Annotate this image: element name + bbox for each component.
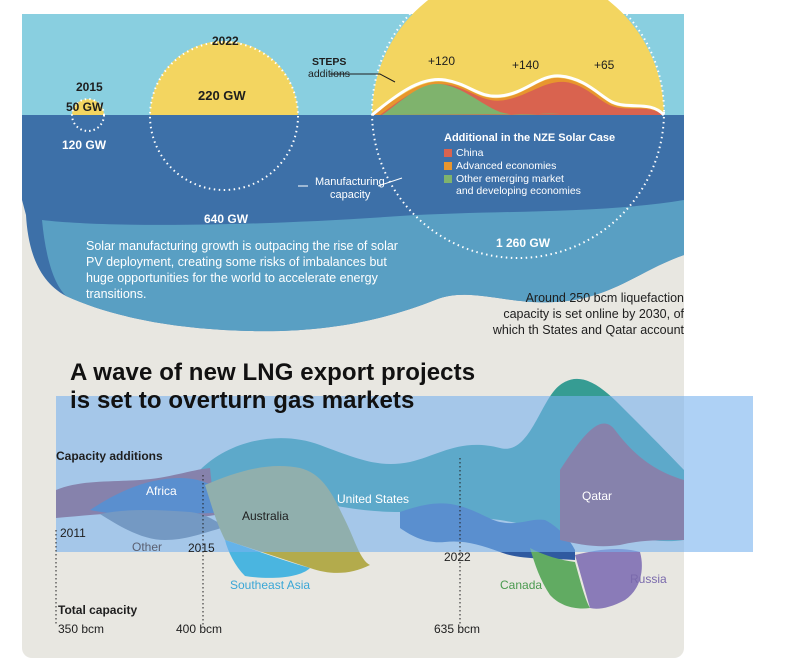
region-us-label: United States	[337, 492, 410, 506]
total-2022-value: 635 bcm	[434, 622, 481, 636]
year-2015-marker-label: 2015	[188, 541, 215, 555]
manufacturing-2030-value: 1 260 GW	[496, 236, 551, 250]
region-other-label: Other	[132, 540, 163, 554]
year-2011-label: 2011	[60, 526, 86, 540]
year-2022-marker-label: 2022	[444, 550, 471, 564]
legend-label-emerging-2: and developing economies	[456, 185, 581, 197]
steps-label-line2: additions	[308, 68, 351, 80]
manufacturing-circle-2022	[149, 41, 299, 191]
sun-2015	[72, 99, 104, 115]
deployment-2015-value: 50 GW	[66, 100, 104, 114]
region-qatar-label: Qatar	[582, 489, 613, 503]
total-2015-value: 400 bcm	[176, 622, 223, 636]
deployment-2022-value: 220 GW	[198, 88, 246, 103]
emerging-markets-wave	[382, 83, 560, 115]
solar-paragraph: Solar manufacturing growth is outpacing …	[86, 239, 398, 301]
steps-wave-outline	[371, 74, 666, 117]
canada-stream	[530, 548, 590, 609]
manufacturing-circle-2015	[71, 98, 105, 132]
steps-label-line1: STEPS	[312, 56, 347, 68]
legend-title: Additional in the NZE Solar Case	[444, 132, 616, 144]
manufacturing-label-line2: capacity	[330, 189, 371, 201]
legend-label-china: China	[456, 147, 484, 159]
steps-callout-line	[330, 73, 396, 83]
region-australia-label: Australia	[242, 509, 289, 523]
headline-line1: A wave of new LNG export projects	[70, 359, 476, 386]
sun-2022	[150, 41, 298, 115]
legend-swatch-advanced	[444, 162, 452, 170]
region-canada-label: Canada	[500, 578, 543, 592]
year-2022-label: 2022	[212, 34, 239, 48]
addition-value-b: +140	[512, 58, 540, 72]
legend-label-emerging: Other emerging market	[456, 173, 564, 185]
manufacturing-callout-right	[377, 177, 403, 187]
ocean-shallow	[42, 200, 684, 332]
manufacturing-label-line1: Manufacturing	[315, 176, 385, 188]
legend-label-advanced: Advanced economies	[456, 160, 557, 172]
total-2011-value: 350 bcm	[58, 622, 105, 636]
legend-swatch-emerging	[444, 175, 452, 183]
region-africa-label: Africa	[146, 484, 177, 498]
addition-value-a: +120	[428, 54, 456, 68]
manufacturing-2022-value: 640 GW	[204, 212, 249, 226]
region-sea-label: Southeast Asia	[230, 578, 311, 592]
lng-side-text: Around 250 bcm liquefaction capacity is …	[492, 291, 684, 337]
legend-swatch-china	[444, 149, 452, 157]
manufacturing-2015-value: 120 GW	[62, 138, 107, 152]
region-russia-label: Russia	[630, 572, 667, 586]
russia-stream	[575, 548, 642, 609]
addition-value-c: +65	[594, 58, 615, 72]
capacity-additions-label: Capacity additions	[56, 449, 163, 463]
headline-line2: is set to overturn gas markets	[70, 387, 415, 414]
manufacturing-circle-2030	[371, 0, 665, 259]
year-2015-label: 2015	[76, 80, 103, 94]
total-capacity-label: Total capacity	[58, 603, 138, 617]
highlight-overlay	[56, 396, 753, 552]
